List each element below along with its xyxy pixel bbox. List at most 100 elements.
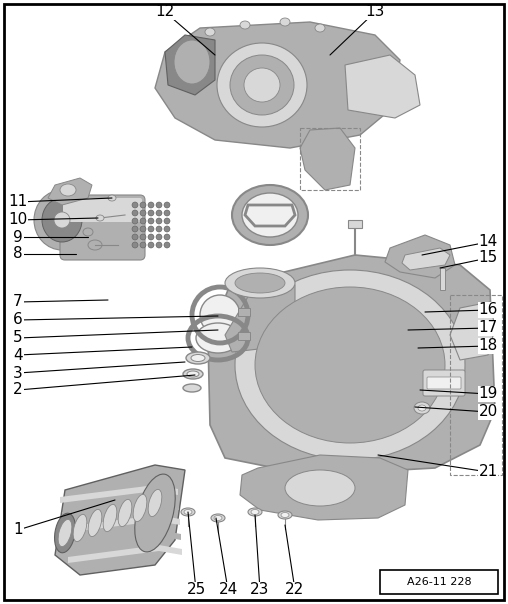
Bar bbox=[440, 268, 445, 290]
Polygon shape bbox=[208, 255, 495, 475]
Text: 25: 25 bbox=[186, 582, 206, 597]
Ellipse shape bbox=[164, 242, 170, 248]
Ellipse shape bbox=[58, 519, 72, 547]
Ellipse shape bbox=[156, 218, 162, 224]
Ellipse shape bbox=[164, 210, 170, 216]
Ellipse shape bbox=[184, 510, 192, 515]
Ellipse shape bbox=[132, 234, 138, 240]
Ellipse shape bbox=[34, 190, 90, 250]
Ellipse shape bbox=[164, 202, 170, 208]
Bar bbox=[300, 128, 360, 190]
Text: 23: 23 bbox=[250, 582, 270, 597]
Text: 21: 21 bbox=[479, 464, 498, 480]
Text: 8: 8 bbox=[13, 246, 23, 262]
Ellipse shape bbox=[174, 40, 210, 84]
Text: 17: 17 bbox=[479, 321, 498, 335]
Bar bbox=[238, 308, 250, 316]
Bar bbox=[380, 570, 498, 594]
Text: 9: 9 bbox=[13, 230, 23, 245]
Ellipse shape bbox=[278, 511, 292, 519]
Ellipse shape bbox=[148, 202, 154, 208]
Ellipse shape bbox=[83, 228, 93, 236]
FancyBboxPatch shape bbox=[427, 377, 461, 389]
Ellipse shape bbox=[133, 495, 147, 522]
Ellipse shape bbox=[132, 242, 138, 248]
Ellipse shape bbox=[54, 212, 70, 228]
FancyBboxPatch shape bbox=[63, 198, 142, 222]
Text: 16: 16 bbox=[479, 303, 498, 318]
Polygon shape bbox=[300, 128, 355, 190]
Ellipse shape bbox=[164, 218, 170, 224]
Ellipse shape bbox=[164, 226, 170, 232]
Polygon shape bbox=[345, 55, 420, 118]
Text: 6: 6 bbox=[13, 312, 23, 327]
Ellipse shape bbox=[156, 210, 162, 216]
Ellipse shape bbox=[140, 210, 146, 216]
Ellipse shape bbox=[73, 515, 87, 542]
Ellipse shape bbox=[156, 226, 162, 232]
Text: 2: 2 bbox=[13, 382, 23, 397]
Ellipse shape bbox=[187, 371, 199, 377]
Ellipse shape bbox=[88, 509, 102, 536]
Ellipse shape bbox=[242, 193, 298, 237]
Ellipse shape bbox=[414, 402, 430, 414]
Ellipse shape bbox=[140, 234, 146, 240]
Text: 20: 20 bbox=[479, 405, 498, 420]
Polygon shape bbox=[385, 235, 455, 278]
Polygon shape bbox=[60, 485, 178, 503]
Polygon shape bbox=[402, 248, 450, 270]
Ellipse shape bbox=[148, 234, 154, 240]
Ellipse shape bbox=[248, 508, 262, 516]
Polygon shape bbox=[240, 455, 408, 520]
Text: 4: 4 bbox=[13, 347, 23, 362]
FancyBboxPatch shape bbox=[60, 195, 145, 260]
Text: 5: 5 bbox=[13, 330, 23, 345]
Polygon shape bbox=[225, 280, 295, 352]
Ellipse shape bbox=[140, 218, 146, 224]
Ellipse shape bbox=[280, 18, 290, 26]
Ellipse shape bbox=[148, 210, 154, 216]
Text: 14: 14 bbox=[479, 234, 498, 249]
Ellipse shape bbox=[244, 68, 280, 102]
Polygon shape bbox=[48, 178, 92, 205]
Ellipse shape bbox=[285, 470, 355, 506]
Ellipse shape bbox=[156, 242, 162, 248]
Ellipse shape bbox=[211, 514, 225, 522]
Ellipse shape bbox=[251, 510, 259, 515]
Ellipse shape bbox=[54, 513, 76, 553]
Ellipse shape bbox=[217, 43, 307, 127]
Text: 13: 13 bbox=[365, 4, 385, 19]
Ellipse shape bbox=[230, 55, 294, 115]
Text: 19: 19 bbox=[479, 387, 498, 402]
Polygon shape bbox=[66, 530, 181, 548]
Ellipse shape bbox=[281, 513, 289, 518]
Ellipse shape bbox=[156, 234, 162, 240]
Ellipse shape bbox=[132, 218, 138, 224]
Bar bbox=[238, 332, 250, 340]
Ellipse shape bbox=[108, 195, 116, 201]
Ellipse shape bbox=[140, 226, 146, 232]
Text: 12: 12 bbox=[155, 4, 175, 19]
Ellipse shape bbox=[191, 355, 205, 362]
Ellipse shape bbox=[103, 504, 117, 532]
Text: 15: 15 bbox=[479, 251, 498, 266]
Ellipse shape bbox=[140, 242, 146, 248]
Ellipse shape bbox=[96, 215, 104, 221]
Ellipse shape bbox=[135, 474, 175, 552]
Ellipse shape bbox=[315, 24, 325, 32]
FancyBboxPatch shape bbox=[423, 370, 465, 396]
Polygon shape bbox=[450, 302, 495, 360]
Ellipse shape bbox=[42, 198, 82, 242]
Ellipse shape bbox=[148, 226, 154, 232]
Ellipse shape bbox=[235, 270, 465, 460]
Ellipse shape bbox=[132, 202, 138, 208]
Ellipse shape bbox=[196, 323, 240, 353]
Ellipse shape bbox=[186, 352, 210, 364]
Ellipse shape bbox=[88, 240, 102, 250]
Ellipse shape bbox=[232, 185, 308, 245]
Text: 1: 1 bbox=[13, 522, 23, 538]
Ellipse shape bbox=[225, 268, 295, 298]
Ellipse shape bbox=[418, 405, 426, 411]
Ellipse shape bbox=[164, 234, 170, 240]
Ellipse shape bbox=[205, 28, 215, 36]
